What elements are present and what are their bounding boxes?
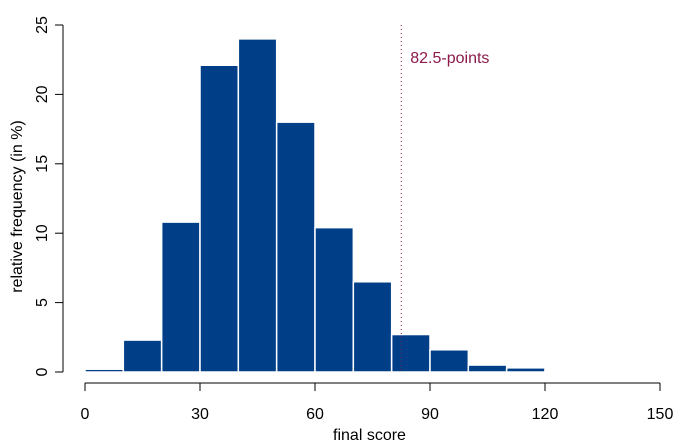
histogram-bar bbox=[199, 64, 240, 373]
histogram-bar bbox=[160, 221, 201, 373]
y-tick-label: 0 bbox=[34, 367, 51, 376]
reference-line-group: 82.5-points bbox=[400, 25, 489, 372]
x-tick-label: 30 bbox=[191, 406, 209, 423]
reference-line-label: 82.5-points bbox=[410, 50, 489, 67]
y-tick-label: 25 bbox=[34, 16, 51, 34]
histogram-bar bbox=[467, 364, 508, 373]
histogram-bar bbox=[390, 333, 431, 373]
y-tick-label: 20 bbox=[34, 85, 51, 103]
x-axis-title: final score bbox=[333, 427, 406, 443]
x-axis: 0 30 60 90 120 150 bbox=[81, 382, 674, 423]
histogram-bar bbox=[544, 369, 585, 373]
x-tick-label: 0 bbox=[81, 406, 90, 423]
y-tick-label: 15 bbox=[34, 155, 51, 173]
x-tick-label: 150 bbox=[647, 406, 674, 423]
histogram-bar bbox=[84, 368, 125, 373]
histogram-bar bbox=[122, 339, 163, 373]
histogram-bar bbox=[275, 121, 316, 373]
bars-group bbox=[84, 38, 585, 373]
histogram-bar bbox=[314, 226, 355, 373]
histogram-bar bbox=[237, 38, 278, 373]
histogram-bar bbox=[429, 349, 470, 373]
y-tick-label: 10 bbox=[34, 224, 51, 242]
y-axis: 0 5 10 15 20 25 bbox=[34, 16, 64, 376]
histogram-bar bbox=[352, 281, 393, 373]
x-tick-label: 60 bbox=[306, 406, 324, 423]
histogram-bar bbox=[505, 367, 546, 373]
x-tick-label: 90 bbox=[421, 406, 439, 423]
x-tick-label: 120 bbox=[532, 406, 559, 423]
y-tick-label: 5 bbox=[34, 298, 51, 307]
y-axis-title: relative frequency (in %) bbox=[9, 120, 26, 293]
